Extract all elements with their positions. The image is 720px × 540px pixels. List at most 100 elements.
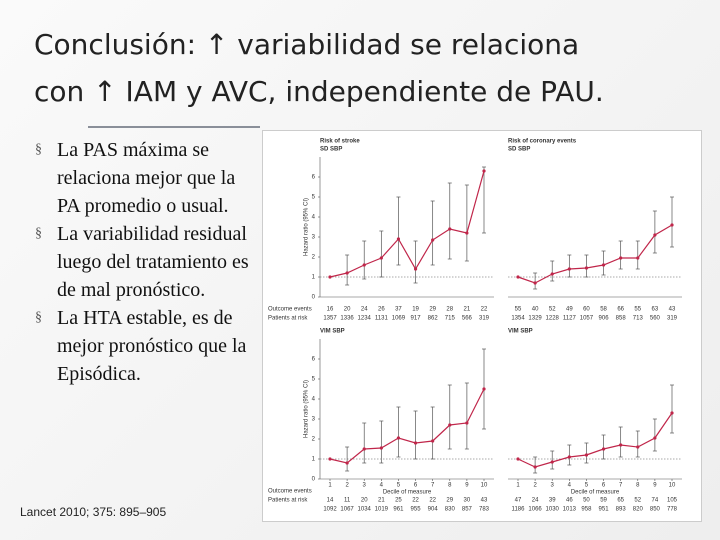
risk-count: 1057 bbox=[580, 316, 594, 322]
events-count: 16 bbox=[327, 307, 334, 313]
risk-count: 778 bbox=[667, 507, 678, 513]
events-count: 21 bbox=[464, 307, 471, 313]
x-tick-label: 7 bbox=[431, 483, 435, 489]
events-count: 11 bbox=[344, 498, 351, 504]
x-tick-label: 6 bbox=[602, 483, 606, 489]
events-count: 29 bbox=[446, 498, 453, 504]
panel-title: Risk of coronary events bbox=[508, 139, 577, 145]
risk-count: 1013 bbox=[563, 507, 577, 513]
y-tick-label: 5 bbox=[312, 377, 316, 383]
x-tick-label: 9 bbox=[653, 483, 657, 489]
y-axis-label: Hazard ratio (95% CI) bbox=[304, 380, 310, 438]
events-count: 47 bbox=[515, 498, 522, 504]
events-count: 52 bbox=[634, 498, 641, 504]
events-count: 52 bbox=[549, 307, 556, 313]
risk-count: 904 bbox=[428, 507, 439, 513]
x-tick-label: 3 bbox=[363, 483, 367, 489]
risk-count: 560 bbox=[650, 316, 661, 322]
x-tick-label: 2 bbox=[533, 483, 537, 489]
hazard-point bbox=[533, 281, 537, 285]
panel-title: Risk of stroke bbox=[320, 139, 360, 145]
hazard-point bbox=[396, 436, 401, 440]
hazard-point bbox=[413, 441, 418, 445]
x-tick-label: 10 bbox=[481, 483, 488, 489]
events-count: 46 bbox=[566, 498, 573, 504]
hazard-point bbox=[328, 457, 332, 461]
risk-count: 961 bbox=[393, 507, 404, 513]
x-tick-label: 1 bbox=[516, 483, 520, 489]
panel-measure: SD SBP bbox=[508, 147, 530, 153]
events-count: 49 bbox=[566, 307, 573, 313]
x-tick-label: 2 bbox=[345, 483, 349, 489]
x-tick-label: 8 bbox=[636, 483, 640, 489]
y-tick-label: 0 bbox=[312, 295, 316, 301]
events-count: 40 bbox=[532, 307, 539, 313]
bullet: La PAS máxima se relaciona mejor que la … bbox=[35, 136, 250, 220]
events-count: 55 bbox=[634, 307, 641, 313]
figure-frame bbox=[262, 130, 702, 522]
risk-count: 906 bbox=[599, 316, 610, 322]
events-count: 22 bbox=[429, 498, 436, 504]
hazard-point bbox=[345, 461, 349, 465]
hazard-point bbox=[670, 223, 674, 227]
citation: Lancet 2010; 375: 895–905 bbox=[20, 505, 167, 519]
events-count: 29 bbox=[429, 307, 436, 313]
hazard-point bbox=[516, 457, 520, 461]
x-tick-label: 4 bbox=[380, 483, 384, 489]
risk-count: 319 bbox=[667, 316, 678, 322]
risk-count: 857 bbox=[462, 507, 473, 513]
hazard-line bbox=[517, 412, 673, 468]
hazard-point bbox=[567, 455, 571, 459]
events-count: 19 bbox=[412, 307, 419, 313]
risk-count: 1186 bbox=[512, 507, 526, 513]
y-tick-label: 4 bbox=[312, 215, 316, 221]
risk-count: 893 bbox=[616, 507, 627, 513]
risk-count: 783 bbox=[479, 507, 490, 513]
hazard-point bbox=[362, 263, 366, 267]
events-count: 26 bbox=[378, 307, 385, 313]
hazard-point bbox=[636, 445, 640, 449]
risk-count: 715 bbox=[445, 316, 456, 322]
hazard-point bbox=[653, 233, 657, 237]
title-rule bbox=[88, 126, 260, 128]
hazard-point bbox=[601, 263, 606, 267]
y-tick-label: 3 bbox=[312, 417, 316, 423]
risk-count: 1234 bbox=[358, 316, 372, 322]
y-tick-label: 2 bbox=[312, 437, 316, 443]
y-tick-label: 1 bbox=[312, 275, 316, 281]
risk-count: 820 bbox=[633, 507, 644, 513]
risk-count: 1066 bbox=[528, 507, 542, 513]
events-count: 63 bbox=[652, 307, 659, 313]
risk-count: 917 bbox=[411, 316, 422, 322]
risk-count: 1127 bbox=[563, 316, 577, 322]
events-count: 24 bbox=[532, 498, 539, 504]
y-tick-label: 5 bbox=[312, 195, 316, 201]
risk-count: 1228 bbox=[546, 316, 560, 322]
hazard-point bbox=[465, 231, 469, 235]
y-tick-label: 1 bbox=[312, 457, 316, 463]
risk-count: 1030 bbox=[546, 507, 560, 513]
events-count: 43 bbox=[669, 307, 676, 313]
hazard-point bbox=[584, 453, 589, 457]
events-count: 55 bbox=[515, 307, 522, 313]
hazard-point bbox=[670, 411, 674, 415]
events-count: 20 bbox=[361, 498, 368, 504]
bullet: La HTA estable, es de mejor pronóstico q… bbox=[35, 304, 250, 388]
x-tick-label: 7 bbox=[619, 483, 623, 489]
events-count: 50 bbox=[583, 498, 590, 504]
risk-count: 858 bbox=[616, 316, 627, 322]
events-count: 22 bbox=[481, 307, 488, 313]
hazard-point bbox=[345, 271, 349, 275]
events-count: 22 bbox=[412, 498, 419, 504]
risk-count: 1329 bbox=[528, 316, 542, 322]
events-count: 21 bbox=[378, 498, 385, 504]
y-tick-label: 6 bbox=[312, 357, 316, 363]
hazard-point bbox=[601, 447, 606, 451]
title-line: con ↑ IAM y AVC, independiente de PAU. bbox=[34, 75, 604, 108]
hazard-line bbox=[329, 388, 485, 464]
events-count: 28 bbox=[446, 307, 453, 313]
risk-count: 319 bbox=[479, 316, 490, 322]
y-tick-label: 3 bbox=[312, 235, 316, 241]
